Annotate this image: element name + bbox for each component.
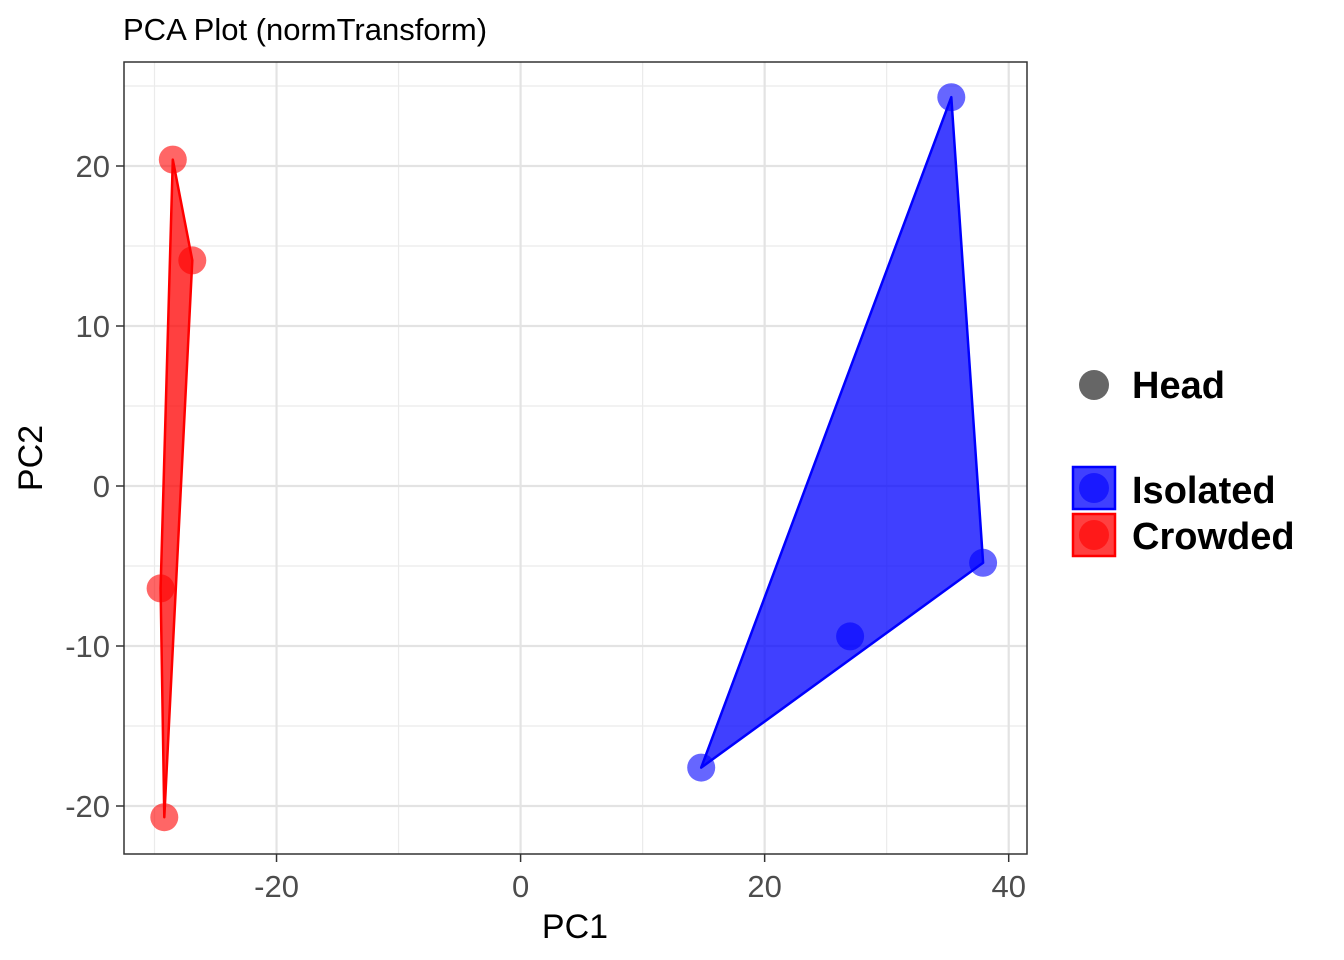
point-crowded (178, 246, 207, 275)
x-tick-label: 0 (512, 869, 529, 904)
point-layer (146, 83, 998, 832)
legend-dot-isolated (1079, 473, 1109, 503)
y-tick-label: -20 (65, 789, 110, 824)
plot-border (123, 61, 1028, 855)
hull-isolated (699, 95, 985, 769)
y-tick-label: 10 (76, 309, 110, 344)
chart-title: PCA Plot (normTransform) (123, 12, 487, 47)
legend-label-crowded: Crowded (1132, 516, 1295, 558)
x-tick-label: 40 (991, 869, 1025, 904)
point-crowded (146, 574, 175, 603)
point-isolated (969, 548, 998, 577)
x-axis-title: PC1 (542, 908, 608, 946)
legend-dot-crowded (1079, 520, 1109, 550)
point-isolated (836, 622, 865, 651)
y-tick-label: 20 (76, 149, 110, 184)
point-isolated (687, 753, 716, 782)
y-tick-label: -10 (65, 629, 110, 664)
legend-shape-symbol (1079, 370, 1109, 400)
y-axis-title: PC2 (12, 425, 50, 491)
legend-entry-crowded: Crowded (1071, 512, 1295, 558)
x-tick-label: 20 (747, 869, 781, 904)
legend: Head Isolated Crowded (1071, 365, 1295, 558)
point-isolated (937, 83, 966, 112)
y-axis: -20 -10 0 10 20 (65, 149, 124, 824)
hull-layer (159, 95, 985, 819)
x-tick-label: -20 (254, 869, 299, 904)
legend-shape-label: Head (1132, 365, 1225, 407)
legend-shape-entry: Head (1079, 365, 1225, 407)
x-axis: -20 0 20 40 (254, 854, 1026, 904)
y-tick-label: 0 (93, 469, 110, 504)
point-crowded (158, 145, 187, 174)
legend-label-isolated: Isolated (1132, 470, 1276, 512)
legend-entry-isolated: Isolated (1071, 465, 1276, 512)
grid-major (124, 62, 1027, 854)
point-crowded (150, 803, 179, 832)
